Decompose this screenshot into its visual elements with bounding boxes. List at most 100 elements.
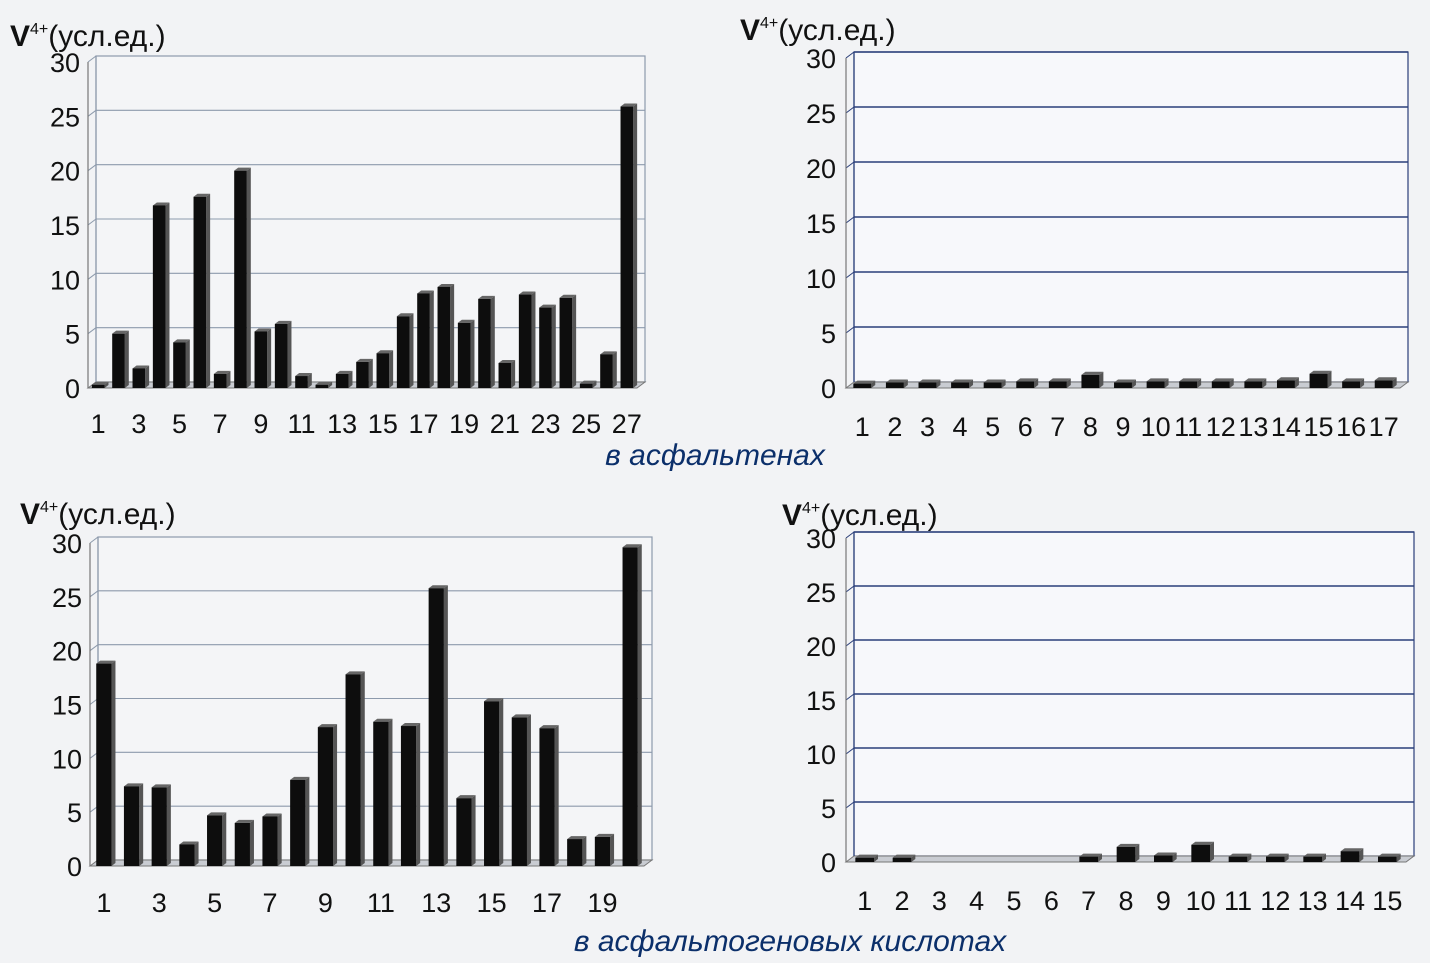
bar <box>234 167 251 388</box>
bar-side <box>531 291 536 388</box>
bar-front <box>274 323 288 388</box>
bar-front <box>396 316 410 388</box>
bar-side <box>1099 371 1104 388</box>
bar-top <box>96 660 116 664</box>
bar-top <box>456 795 476 799</box>
gridline-diagonal <box>845 326 855 334</box>
bar-front <box>376 353 390 388</box>
x-tick-label: 12 <box>1260 886 1290 916</box>
bar <box>1378 853 1401 862</box>
bar-side <box>637 544 642 866</box>
x-tick-label: 27 <box>612 409 642 439</box>
bar <box>567 836 587 866</box>
bar-top <box>234 819 254 823</box>
bar-side <box>328 381 333 388</box>
bar <box>853 380 876 388</box>
bar-top <box>1342 378 1365 382</box>
bar <box>1154 852 1177 862</box>
bar <box>151 784 171 866</box>
bar-side <box>1197 378 1202 388</box>
bar-top <box>511 714 531 718</box>
bar-top <box>1244 378 1267 382</box>
x-tick-label: 1 <box>855 412 870 442</box>
x-tick-label: 1 <box>857 886 872 916</box>
y-axis-title: V4+(усл.ед.) <box>740 14 896 47</box>
bar-front <box>345 674 361 866</box>
x-tick-label: 2 <box>894 886 909 916</box>
x-tick-label: 11 <box>1174 412 1202 442</box>
bar-front <box>620 106 634 388</box>
bar-side <box>592 380 597 388</box>
bar-top <box>290 776 310 780</box>
bar <box>498 360 516 388</box>
bar <box>594 833 615 866</box>
bar-front <box>539 728 555 866</box>
bar-side <box>409 313 414 388</box>
bar-top <box>539 725 559 729</box>
bar-front <box>456 798 472 866</box>
bar-front <box>262 816 278 866</box>
bar-top <box>213 370 231 374</box>
x-tick-label: 12 <box>1206 412 1236 442</box>
bar-front <box>1374 380 1393 388</box>
bar-top <box>1179 378 1202 382</box>
bar-top <box>1114 379 1136 383</box>
bar-front <box>1266 856 1285 862</box>
bar-side <box>490 295 495 388</box>
bar-top <box>1048 378 1071 382</box>
bar-side <box>1135 843 1140 862</box>
bar-front <box>1378 856 1397 862</box>
bar-top <box>620 103 638 107</box>
x-tick-label: 3 <box>131 409 146 439</box>
bar <box>234 819 254 866</box>
bar-side <box>124 330 129 388</box>
bar-front <box>885 382 904 388</box>
bar-top <box>1378 853 1401 857</box>
bar <box>622 544 642 866</box>
bar-side <box>277 813 282 866</box>
bar-top <box>428 585 448 589</box>
bar-side <box>871 380 876 388</box>
x-tick-label: 10 <box>1186 886 1216 916</box>
bar <box>1244 378 1267 388</box>
bar-side <box>145 365 150 388</box>
bar-top <box>1081 371 1104 375</box>
bar-top <box>112 330 129 334</box>
x-tick-label: 11 <box>367 888 395 918</box>
bar-top <box>855 854 878 858</box>
bar-side <box>333 724 338 866</box>
bar-front <box>579 383 593 388</box>
bar <box>892 854 916 862</box>
bar-front <box>855 857 874 862</box>
bar-front <box>951 382 970 388</box>
bar-top <box>1228 853 1252 857</box>
bar-side <box>416 723 421 866</box>
bar-side <box>388 718 393 866</box>
bar-top <box>437 283 455 287</box>
bar-top <box>885 379 908 383</box>
bar <box>918 379 941 388</box>
gridline-diagonal <box>845 271 855 279</box>
x-tick-label: 9 <box>1115 412 1130 442</box>
bar <box>484 698 504 866</box>
bar-front <box>1340 851 1360 862</box>
y-tick-label: 25 <box>806 578 836 608</box>
bar-front <box>315 384 329 388</box>
bar-side <box>1322 853 1326 862</box>
bar-top <box>376 350 394 354</box>
bar-front <box>373 721 389 866</box>
x-tick-label: 3 <box>920 412 935 442</box>
bar <box>417 290 434 388</box>
bar-front <box>234 170 247 388</box>
bar-top <box>123 783 144 787</box>
bar-front <box>417 293 430 388</box>
bar-side <box>1396 853 1401 862</box>
bar-front <box>335 373 349 388</box>
bar-front <box>484 701 500 866</box>
bar-side <box>305 776 310 866</box>
bar-front <box>600 354 613 388</box>
gridline-diagonal <box>87 109 97 117</box>
bar-side <box>470 319 475 388</box>
bar-top <box>345 671 365 675</box>
